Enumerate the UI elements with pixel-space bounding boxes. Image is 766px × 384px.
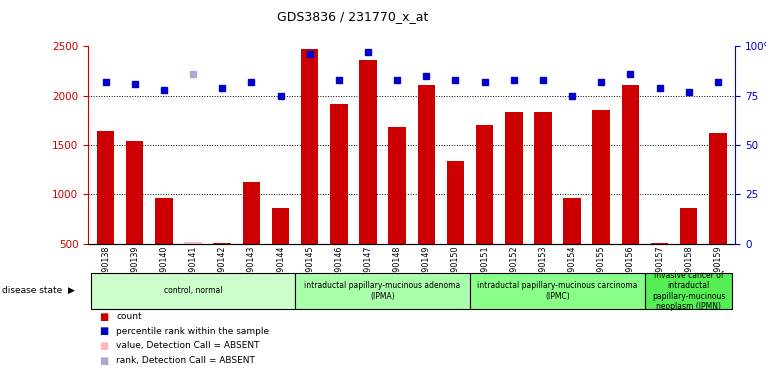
Bar: [709, 133, 727, 244]
Bar: [534, 113, 552, 244]
Bar: [417, 84, 435, 244]
Bar: [388, 127, 406, 244]
Bar: [563, 199, 581, 244]
FancyBboxPatch shape: [645, 273, 732, 309]
Bar: [680, 208, 698, 244]
Bar: [592, 110, 610, 244]
Text: intraductal papillary-mucinous carcinoma
(IPMC): intraductal papillary-mucinous carcinoma…: [477, 281, 637, 301]
Text: ■: ■: [100, 326, 109, 336]
Bar: [447, 161, 464, 244]
Text: percentile rank within the sample: percentile rank within the sample: [116, 327, 270, 336]
Bar: [243, 182, 260, 244]
Bar: [214, 243, 231, 244]
Text: ■: ■: [100, 356, 109, 366]
Bar: [185, 242, 201, 244]
Text: invasive cancer of
intraductal
papillary-mucinous
neoplasm (IPMN): invasive cancer of intraductal papillary…: [652, 271, 725, 311]
Bar: [359, 60, 377, 244]
FancyBboxPatch shape: [91, 273, 295, 309]
Bar: [505, 113, 522, 244]
Bar: [330, 104, 348, 244]
Bar: [97, 131, 114, 244]
Bar: [272, 208, 290, 244]
Bar: [155, 199, 172, 244]
FancyBboxPatch shape: [295, 273, 470, 309]
Text: rank, Detection Call = ABSENT: rank, Detection Call = ABSENT: [116, 356, 255, 365]
Bar: [476, 125, 493, 244]
Text: count: count: [116, 312, 142, 321]
Bar: [651, 243, 668, 244]
Bar: [126, 141, 143, 244]
Text: GDS3836 / 231770_x_at: GDS3836 / 231770_x_at: [277, 10, 428, 23]
Text: ■: ■: [100, 312, 109, 322]
Bar: [301, 49, 319, 244]
FancyBboxPatch shape: [470, 273, 645, 309]
Text: control, normal: control, normal: [164, 286, 222, 295]
Text: value, Detection Call = ABSENT: value, Detection Call = ABSENT: [116, 341, 260, 351]
Text: ■: ■: [100, 341, 109, 351]
Bar: [622, 84, 639, 244]
Text: disease state  ▶: disease state ▶: [2, 286, 74, 295]
Text: intraductal papillary-mucinous adenoma
(IPMA): intraductal papillary-mucinous adenoma (…: [304, 281, 460, 301]
